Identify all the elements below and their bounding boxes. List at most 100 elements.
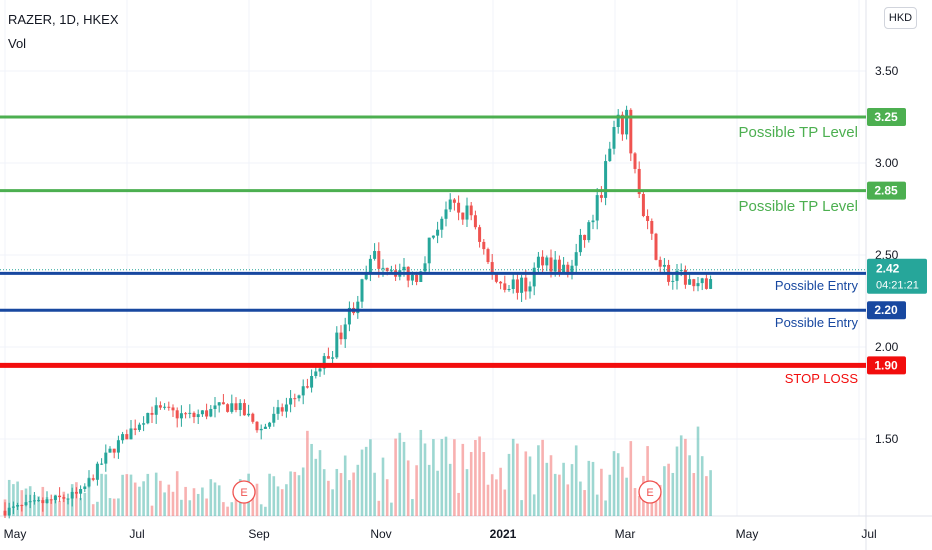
- candle-body: [322, 356, 326, 369]
- candle-body: [339, 332, 343, 340]
- volume-bar: [667, 463, 670, 516]
- volume-bar: [297, 475, 301, 516]
- candle-body: [599, 195, 603, 198]
- candle-body: [121, 434, 125, 441]
- volume-bar: [402, 441, 406, 516]
- candle-body: [452, 199, 456, 203]
- candle-body: [133, 428, 137, 430]
- volume-bar: [679, 435, 683, 516]
- volume-bar: [222, 502, 225, 516]
- candle-body: [213, 405, 217, 409]
- candle-body: [620, 114, 624, 135]
- candle-body: [83, 486, 87, 490]
- candle-body: [343, 324, 347, 340]
- volume-bar: [58, 501, 61, 516]
- candle-body: [356, 301, 360, 314]
- candle-body: [696, 283, 700, 287]
- candle-body: [268, 422, 272, 427]
- volume-bar: [658, 484, 662, 516]
- candle-body: [612, 127, 616, 149]
- volume-bar: [45, 497, 49, 516]
- volume-bar: [474, 440, 477, 516]
- countdown-timer: 04:21:21: [876, 280, 919, 292]
- candle-body: [389, 270, 393, 272]
- candle-body: [675, 270, 679, 281]
- candle-body: [32, 500, 36, 502]
- price-tag-5: [867, 356, 906, 375]
- volume-bar: [700, 456, 704, 516]
- candle-body: [192, 412, 196, 418]
- volume-bar: [663, 466, 666, 516]
- time-tick-label: Mar: [615, 527, 636, 541]
- volume-bar: [33, 494, 36, 516]
- volume-bar: [671, 472, 675, 516]
- volume-bar: [465, 469, 469, 516]
- time-tick-label: Jul: [861, 527, 876, 541]
- time-tick-label: May: [736, 527, 759, 541]
- volume-bar: [558, 474, 561, 516]
- volume-indicator-label[interactable]: Vol: [8, 36, 27, 51]
- candle-body: [553, 259, 557, 272]
- volume-bar: [293, 471, 297, 516]
- candle-body: [318, 368, 322, 372]
- volume-bar: [243, 498, 246, 516]
- candle-body: [683, 269, 687, 285]
- candle-body: [276, 407, 280, 414]
- candle-body: [503, 283, 507, 290]
- volume-bar: [205, 498, 208, 516]
- volume-bar: [604, 500, 607, 516]
- candle-body: [49, 499, 53, 501]
- candle-body: [125, 434, 129, 440]
- candle-body: [507, 289, 511, 291]
- candle-body: [66, 498, 70, 500]
- candle-body: [289, 398, 293, 405]
- price-tick-label: 3.00: [875, 156, 899, 170]
- volume-bar: [381, 457, 385, 516]
- candle-body: [221, 402, 225, 405]
- volume-bar: [100, 473, 103, 516]
- price-tick-label: 2.00: [875, 340, 899, 354]
- volume-bar: [688, 455, 691, 516]
- candle-body: [41, 500, 45, 504]
- volume-bar: [171, 491, 175, 516]
- volume-bar: [163, 492, 166, 516]
- candle-body: [595, 195, 599, 221]
- volume-bar: [360, 449, 364, 516]
- volume-bar: [684, 438, 687, 516]
- candle-body: [251, 413, 255, 422]
- volume-bar: [457, 492, 460, 516]
- time-tick-label: Sep: [248, 527, 270, 541]
- candle-body: [62, 497, 66, 499]
- volume-bar: [637, 495, 641, 516]
- volume-bar: [625, 477, 628, 516]
- volume-bar: [289, 471, 292, 516]
- currency-button[interactable]: HKD: [884, 7, 917, 29]
- volume-bar: [268, 473, 271, 516]
- volume-bar: [159, 480, 162, 516]
- candle-body: [671, 280, 675, 282]
- candle-body: [87, 478, 91, 487]
- volume-bar: [356, 464, 360, 516]
- candle-body: [574, 252, 578, 266]
- volume-bar: [621, 466, 624, 516]
- volume-bar: [419, 429, 423, 516]
- volume-bar: [125, 474, 129, 516]
- volume-bar: [423, 443, 427, 516]
- volume-bar: [264, 506, 267, 516]
- volume-bar: [411, 499, 414, 516]
- candle-body: [171, 407, 175, 411]
- level-label-4: Possible Entry: [775, 315, 859, 330]
- candle-body: [347, 307, 351, 325]
- volume-bar: [272, 476, 276, 516]
- volume-bar: [562, 462, 565, 516]
- price-tag-text: 1.90: [874, 358, 898, 372]
- candle-body: [234, 403, 238, 410]
- candle-body: [335, 332, 339, 358]
- candle-body: [499, 281, 503, 284]
- volume-bar: [591, 461, 595, 516]
- candle-body: [158, 405, 162, 408]
- volume-bar: [251, 485, 255, 516]
- candle-body: [200, 410, 204, 415]
- candle-body: [58, 495, 62, 498]
